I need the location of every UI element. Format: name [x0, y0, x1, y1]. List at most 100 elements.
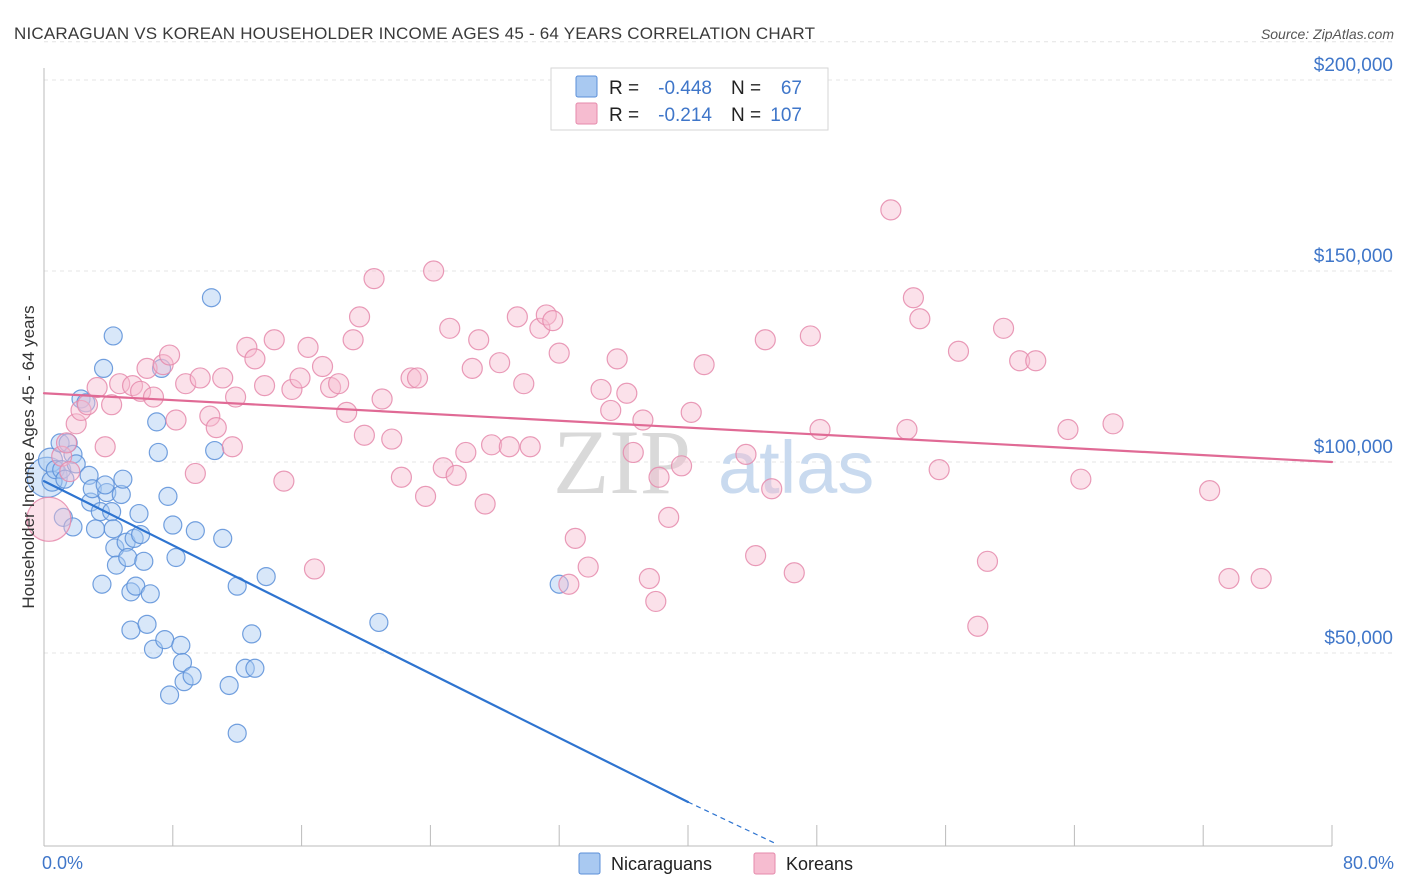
nicaraguans-point-52: [182, 666, 202, 686]
koreans-point-91: [896, 418, 918, 441]
legend-label-nicaraguans: Nicaraguans: [611, 854, 712, 874]
legend-label-koreans: Koreans: [786, 854, 853, 874]
y-tick-label-1: $100,000: [1314, 437, 1393, 458]
nicaraguans-point-26: [103, 326, 123, 346]
chart-title: NICARAGUAN VS KOREAN HOUSEHOLDER INCOME …: [14, 24, 815, 43]
koreans-point-31: [281, 378, 303, 401]
nicaraguans-point-59: [227, 723, 247, 743]
koreans-point-25: [224, 386, 247, 408]
koreans-point-58: [489, 352, 511, 374]
bottom-legend: Nicaraguans Koreans: [578, 852, 853, 875]
koreans-point-68: [564, 527, 586, 550]
koreans-point-89: [809, 418, 831, 441]
koreans-point-67: [558, 573, 580, 595]
koreans-point-72: [606, 348, 628, 370]
koreans-point-22: [205, 417, 227, 439]
stats-legend-r-label-koreans: R =: [609, 105, 639, 126]
nicaraguans-point-50: [172, 652, 193, 673]
nicaraguans-point-19: [92, 574, 112, 594]
koreans-point-13: [136, 357, 158, 380]
koreans-point-94: [928, 459, 950, 481]
nicaraguans-trend-extension: [687, 801, 777, 845]
x-tick-label-max: 80.0%: [1343, 853, 1394, 873]
koreans-point-84: [745, 544, 767, 567]
koreans-point-85: [754, 329, 776, 351]
koreans-point-21: [199, 405, 221, 427]
koreans-point-88: [799, 325, 821, 347]
koreans-point-82: [693, 353, 715, 376]
koreans-point-96: [967, 615, 989, 637]
koreans-point-104: [1199, 480, 1221, 502]
nicaraguans-point-21: [97, 482, 117, 503]
koreans-point-34: [303, 558, 326, 580]
koreans-point-12: [130, 380, 152, 402]
koreans-point-28: [253, 375, 276, 397]
koreans-point-106: [1250, 567, 1272, 590]
koreans-point-26: [236, 336, 258, 358]
koreans-point-19: [184, 462, 206, 485]
y-axis-tick-labels: $50,000 $100,000 $150,000 $200,000: [1314, 55, 1393, 649]
koreans-point-23: [212, 367, 234, 389]
nicaraguans-point-30: [118, 547, 138, 568]
koreans-point-17: [165, 409, 187, 431]
koreans-point-41: [353, 424, 375, 446]
koreans-point-83: [735, 443, 757, 465]
koreans-point-64: [535, 304, 557, 326]
nicaraguans-point-35: [129, 503, 149, 524]
koreans-point-103: [1102, 413, 1124, 435]
koreans-point-30: [273, 470, 295, 492]
koreans-point-100: [1025, 350, 1047, 372]
koreans-point-65: [542, 310, 564, 332]
koreans-point-74: [622, 441, 644, 464]
nicaraguans-point-4: [50, 433, 70, 453]
koreans-point-59: [498, 436, 520, 458]
koreans-point-44: [381, 428, 403, 450]
koreans-point-62: [519, 436, 541, 458]
nicaraguans-point-55: [205, 440, 225, 461]
stats-legend-r-value-koreans: -0.214: [658, 105, 712, 126]
koreans-point-27: [244, 348, 266, 370]
koreans-point-46: [400, 367, 422, 389]
stats-legend-n-label-koreans: N =: [731, 105, 761, 126]
koreans-point-9: [101, 394, 123, 416]
koreans-point-105: [1218, 567, 1240, 590]
watermark-atlas: atlas: [718, 426, 874, 509]
koreans-point-43: [371, 388, 393, 410]
stats-legend-n-value-nicaraguans: 67: [781, 78, 802, 99]
koreans-point-80: [670, 455, 693, 477]
nicaraguans-point-48: [166, 547, 186, 568]
nicaraguans-point-44: [155, 630, 175, 650]
koreans-point-73: [616, 382, 638, 404]
stats-legend-r-value-nicaraguans: -0.448: [658, 78, 712, 99]
nicaraguans-point-66: [95, 475, 115, 495]
koreans-point-7: [86, 376, 108, 399]
nicaraguans-point-28: [113, 469, 133, 489]
koreans-point-20: [189, 367, 211, 389]
chart-source: Source: ZipAtlas.com: [1261, 26, 1394, 42]
koreans-point-5: [70, 399, 92, 422]
koreans-point-8: [94, 436, 116, 458]
koreans-point-53: [455, 441, 477, 464]
koreans-point-40: [348, 306, 371, 328]
koreans-point-56: [474, 493, 496, 515]
koreans-point-66: [548, 342, 570, 364]
koreans-point-97: [976, 550, 999, 572]
nicaraguans-point-60: [235, 658, 255, 678]
koreans-point-52: [445, 464, 467, 486]
koreans-point-14: [142, 386, 165, 408]
nicaraguans-point-57: [219, 675, 239, 696]
y-tick-label-2: $150,000: [1314, 246, 1393, 267]
koreans-point-54: [461, 357, 483, 380]
koreans-trend-line: [42, 392, 1334, 464]
koreans-point-90: [880, 199, 902, 221]
stats-legend-n-value-koreans: 107: [770, 105, 802, 126]
legend-swatch-nicaraguans: [578, 852, 601, 875]
nicaraguans-point-38: [137, 614, 157, 634]
nicaraguans-point-54: [201, 288, 222, 308]
koreans-point-57: [480, 434, 503, 456]
nicaraguans-point-61: [242, 624, 262, 644]
watermark: ZIP atlas: [553, 411, 874, 513]
koreans-point-76: [638, 567, 660, 590]
nicaraguans-point-49: [171, 635, 191, 655]
